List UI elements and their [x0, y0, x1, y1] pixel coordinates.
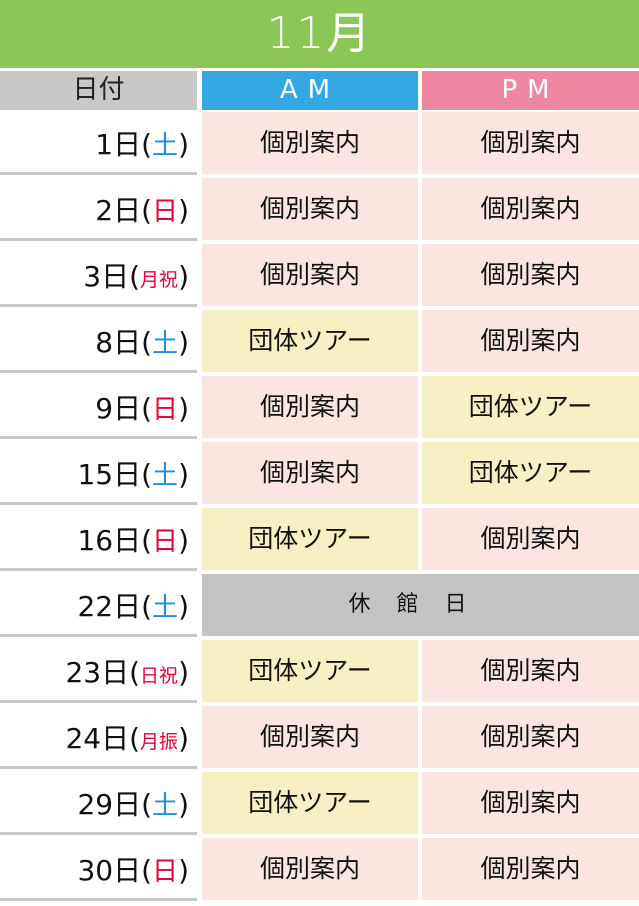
paren-close: )	[178, 590, 189, 623]
pm-cell: 団体ツアー	[422, 376, 639, 438]
date-cell: 29日(土)	[0, 772, 197, 835]
date-label: 15日	[77, 458, 142, 491]
pm-cell: 個別案内	[422, 706, 639, 768]
pm-column-header: PM	[422, 71, 639, 110]
table-row: 16日(日) 団体ツアー 個別案内	[0, 508, 639, 574]
date-cell: 23日(日祝)	[0, 640, 197, 703]
date-cell: 8日(土)	[0, 310, 197, 373]
paren-close: )	[178, 194, 189, 227]
date-cell: 1日(土)	[0, 112, 197, 175]
table-row: 3日(月祝) 個別案内 個別案内	[0, 244, 639, 310]
weekday-label: 土	[152, 791, 179, 821]
paren-close: )	[178, 656, 189, 689]
paren-open: (	[129, 260, 141, 293]
paren-close: )	[178, 854, 189, 887]
date-cell: 9日(日)	[0, 376, 197, 439]
weekday-label: 土	[152, 329, 179, 359]
paren-open: (	[141, 326, 153, 359]
weekday-label: 日	[152, 857, 179, 887]
date-cell: 15日(土)	[0, 442, 197, 505]
weekday-label: 月振	[140, 731, 179, 753]
weekday-label: 日	[152, 197, 179, 227]
pm-cell: 個別案内	[422, 244, 639, 306]
paren-open: (	[141, 128, 153, 161]
paren-close: )	[178, 260, 189, 293]
closed-cell: 休館日	[202, 574, 639, 636]
paren-close: )	[178, 524, 189, 557]
table-row: 8日(土) 団体ツアー 個別案内	[0, 310, 639, 376]
pm-cell: 団体ツアー	[422, 442, 639, 504]
date-label: 9日	[95, 392, 142, 425]
weekday-label: 日	[152, 527, 179, 557]
am-cell: 団体ツアー	[202, 508, 418, 570]
weekday-label: 日祝	[140, 665, 179, 687]
date-label: 8日	[95, 326, 142, 359]
paren-open: (	[141, 392, 153, 425]
date-label: 3日	[83, 260, 130, 293]
am-cell: 団体ツアー	[202, 772, 418, 834]
pm-cell: 個別案内	[422, 772, 639, 834]
pm-cell: 個別案内	[422, 838, 639, 900]
paren-open: (	[129, 656, 141, 689]
paren-open: (	[141, 194, 153, 227]
date-label: 24日	[65, 722, 130, 755]
date-cell: 30日(日)	[0, 838, 197, 901]
am-cell: 個別案内	[202, 838, 418, 900]
weekday-label: 土	[152, 461, 179, 491]
date-cell: 22日(土)	[0, 574, 197, 637]
paren-close: )	[178, 128, 189, 161]
table-row: 9日(日) 個別案内 団体ツアー	[0, 376, 639, 442]
date-label: 30日	[77, 854, 142, 887]
pm-cell: 個別案内	[422, 310, 639, 372]
paren-close: )	[178, 722, 189, 755]
date-column-header: 日付	[0, 71, 197, 110]
weekday-label: 土	[152, 131, 179, 161]
paren-close: )	[178, 392, 189, 425]
table-row: 29日(土) 団体ツアー 個別案内	[0, 772, 639, 838]
am-cell: 個別案内	[202, 244, 418, 306]
paren-open: (	[141, 524, 153, 557]
date-label: 2日	[95, 194, 142, 227]
date-label: 1日	[95, 128, 142, 161]
date-cell: 16日(日)	[0, 508, 197, 571]
date-cell: 3日(月祝)	[0, 244, 197, 307]
am-cell: 個別案内	[202, 376, 418, 438]
paren-open: (	[129, 722, 141, 755]
month-title: 11月	[0, 0, 639, 68]
am-cell: 個別案内	[202, 706, 418, 768]
paren-open: (	[141, 590, 153, 623]
am-cell: 個別案内	[202, 178, 418, 240]
am-cell: 個別案内	[202, 112, 418, 174]
table-row: 2日(日) 個別案内 個別案内	[0, 178, 639, 244]
weekday-label: 日	[152, 395, 179, 425]
date-label: 23日	[65, 656, 130, 689]
weekday-label: 月祝	[140, 269, 179, 291]
paren-open: (	[141, 458, 153, 491]
table-row: 24日(月振) 個別案内 個別案内	[0, 706, 639, 772]
table-row: 23日(日祝) 団体ツアー 個別案内	[0, 640, 639, 706]
pm-cell: 個別案内	[422, 508, 639, 570]
paren-close: )	[178, 458, 189, 491]
pm-cell: 個別案内	[422, 640, 639, 702]
table-row: 22日(土) 休館日	[0, 574, 639, 640]
pm-cell: 個別案内	[422, 112, 639, 174]
date-label: 22日	[77, 590, 142, 623]
pm-cell: 個別案内	[422, 178, 639, 240]
paren-open: (	[141, 854, 153, 887]
am-cell: 団体ツアー	[202, 310, 418, 372]
table-row: 30日(日) 個別案内 個別案内	[0, 838, 639, 904]
date-label: 16日	[77, 524, 142, 557]
weekday-label: 土	[152, 593, 179, 623]
paren-close: )	[178, 788, 189, 821]
date-cell: 24日(月振)	[0, 706, 197, 769]
table-row: 1日(土) 個別案内 個別案内	[0, 112, 639, 178]
am-cell: 個別案内	[202, 442, 418, 504]
paren-open: (	[141, 788, 153, 821]
date-label: 29日	[77, 788, 142, 821]
table-row: 15日(土) 個別案内 団体ツアー	[0, 442, 639, 508]
date-cell: 2日(日)	[0, 178, 197, 241]
paren-close: )	[178, 326, 189, 359]
am-cell: 団体ツアー	[202, 640, 418, 702]
am-column-header: AM	[202, 71, 418, 110]
